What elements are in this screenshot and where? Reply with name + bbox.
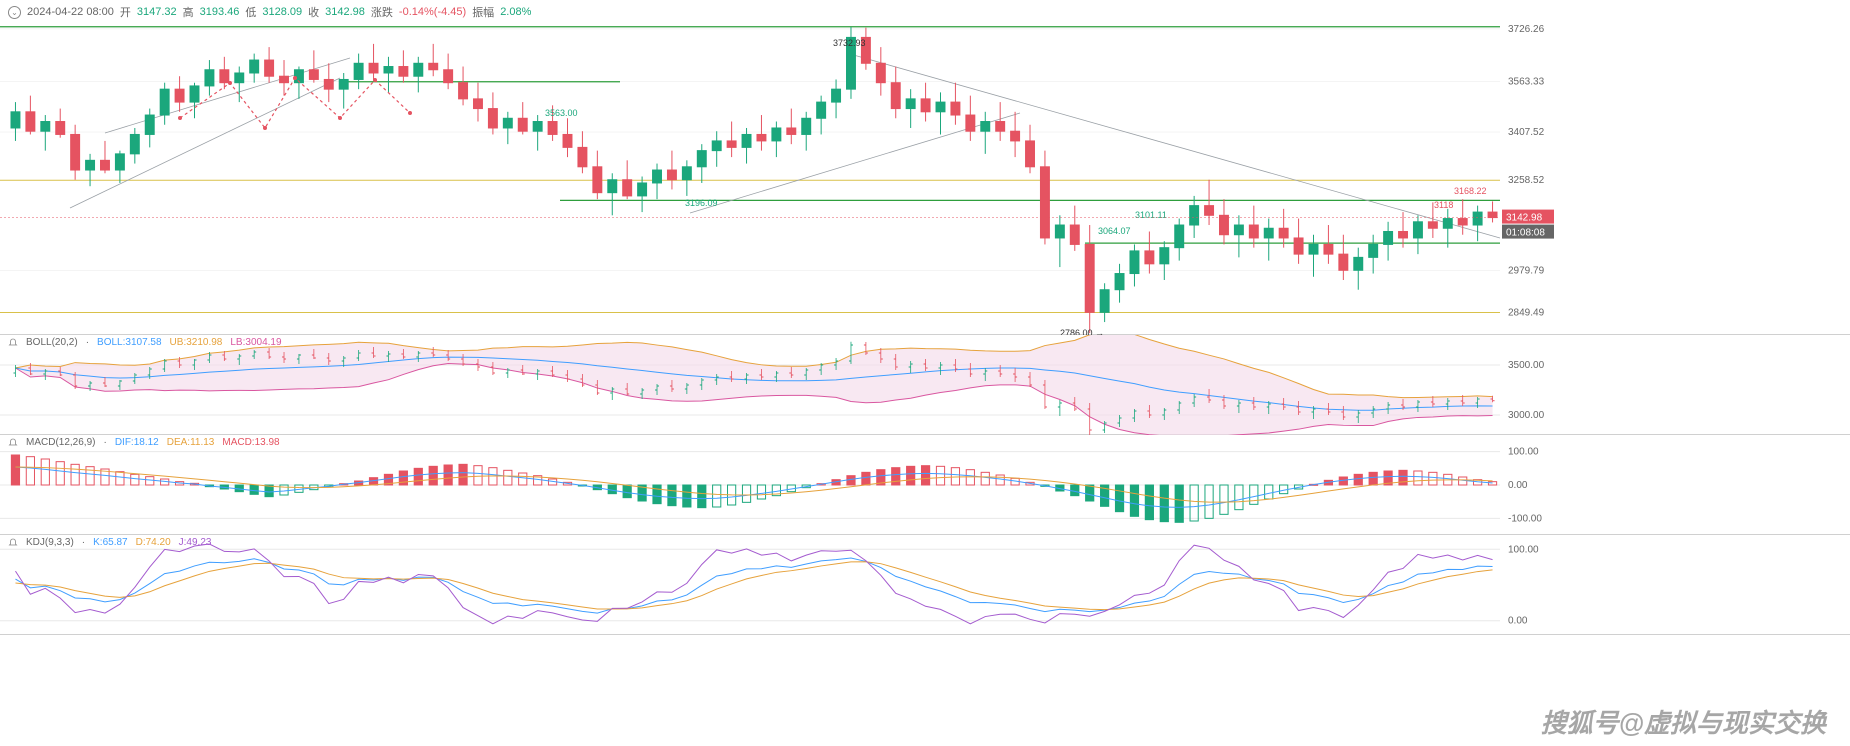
svg-text:3563.33: 3563.33 <box>1508 77 1545 88</box>
svg-text:3118: 3118 <box>1434 200 1453 210</box>
clock-icon: ⌄ <box>8 6 21 19</box>
boll-header: BOLL(20,2)· BOLL:3107.58 UB:3210.98 LB:3… <box>8 337 282 348</box>
macd-dea: DEA:11.13 <box>167 437 215 448</box>
svg-text:3101.11: 3101.11 <box>1135 210 1167 220</box>
bell-icon <box>8 538 18 548</box>
kdj-label: KDJ(9,3,3) <box>26 537 74 548</box>
svg-text:3732.93: 3732.93 <box>833 38 866 48</box>
svg-text:2979.79: 2979.79 <box>1508 265 1545 276</box>
datetime: 2024-04-22 08:00 <box>27 6 114 18</box>
svg-text:01:08:08: 01:08:08 <box>1506 228 1545 239</box>
svg-text:2786.00 →: 2786.00 → <box>1060 328 1104 335</box>
watermark: 搜狐号@虚拟与现实交换 <box>1541 703 1826 740</box>
boll-svg: 3500.00 3000.00 <box>0 335 1850 435</box>
svg-text:3500.00: 3500.00 <box>1508 360 1545 371</box>
svg-text:3064.07: 3064.07 <box>1098 226 1131 236</box>
change-value: -0.14%(-4.45) <box>399 6 466 18</box>
svg-text:2849.49: 2849.49 <box>1508 308 1545 319</box>
macd-dif: DIF:18.12 <box>115 437 159 448</box>
candlestick-svg: 3726.26 3563.33 3407.52 3258.52 2979.79 2849.… <box>0 18 1850 335</box>
macd-svg: 100.00 0.00 -100.00 <box>0 435 1850 535</box>
svg-text:3726.26: 3726.26 <box>1508 24 1545 35</box>
svg-text:0.00: 0.00 <box>1508 616 1528 627</box>
chart-root: ⌄ 2024-04-22 08:00 开 3147.32 高 3193.46 低… <box>0 0 1850 746</box>
macd-panel[interactable]: MACD(12,26,9)· DIF:18.12 DEA:11.13 MACD:… <box>0 435 1850 535</box>
svg-text:100.00: 100.00 <box>1508 447 1539 458</box>
open-value: 3147.32 <box>137 6 177 18</box>
kdj-panel[interactable]: KDJ(9,3,3)· K:65.87 D:74.20 J:49.23 100.… <box>0 535 1850 635</box>
boll-lb: LB:3004.19 <box>230 337 281 348</box>
kdj-header: KDJ(9,3,3)· K:65.87 D:74.20 J:49.23 <box>8 537 211 548</box>
svg-text:3168.22: 3168.22 <box>1454 186 1487 196</box>
macd-macd: MACD:13.98 <box>222 437 279 448</box>
kdj-d: D:74.20 <box>136 537 171 548</box>
boll-ub: UB:3210.98 <box>170 337 223 348</box>
bell-icon <box>8 338 18 348</box>
price-panel[interactable]: 3726.26 3563.33 3407.52 3258.52 2979.79 2849.… <box>0 18 1850 335</box>
bell-icon <box>8 438 18 448</box>
svg-text:3407.52: 3407.52 <box>1508 127 1545 138</box>
svg-text:3563.00: 3563.00 <box>545 108 578 118</box>
svg-text:3000.00: 3000.00 <box>1508 410 1545 421</box>
high-value: 3193.46 <box>200 6 240 18</box>
macd-header: MACD(12,26,9)· DIF:18.12 DEA:11.13 MACD:… <box>8 437 280 448</box>
boll-label: BOLL(20,2) <box>26 337 78 348</box>
svg-text:0.00: 0.00 <box>1508 480 1528 491</box>
boll-panel[interactable]: BOLL(20,2)· BOLL:3107.58 UB:3210.98 LB:3… <box>0 335 1850 435</box>
amp-value: 2.08% <box>500 6 531 18</box>
kdj-j: J:49.23 <box>179 537 212 548</box>
macd-label: MACD(12,26,9) <box>26 437 95 448</box>
low-value: 3128.09 <box>262 6 302 18</box>
boll-mid: BOLL:3107.58 <box>97 337 162 348</box>
svg-text:-100.00: -100.00 <box>1508 513 1542 524</box>
svg-text:100.00: 100.00 <box>1508 544 1539 555</box>
kdj-svg: 100.00 0.00 <box>0 535 1850 635</box>
kdj-k: K:65.87 <box>93 537 127 548</box>
svg-text:3258.52: 3258.52 <box>1508 175 1545 186</box>
svg-text:3196.09: 3196.09 <box>685 198 718 208</box>
close-value: 3142.98 <box>325 6 365 18</box>
svg-text:3142.98: 3142.98 <box>1506 213 1543 224</box>
